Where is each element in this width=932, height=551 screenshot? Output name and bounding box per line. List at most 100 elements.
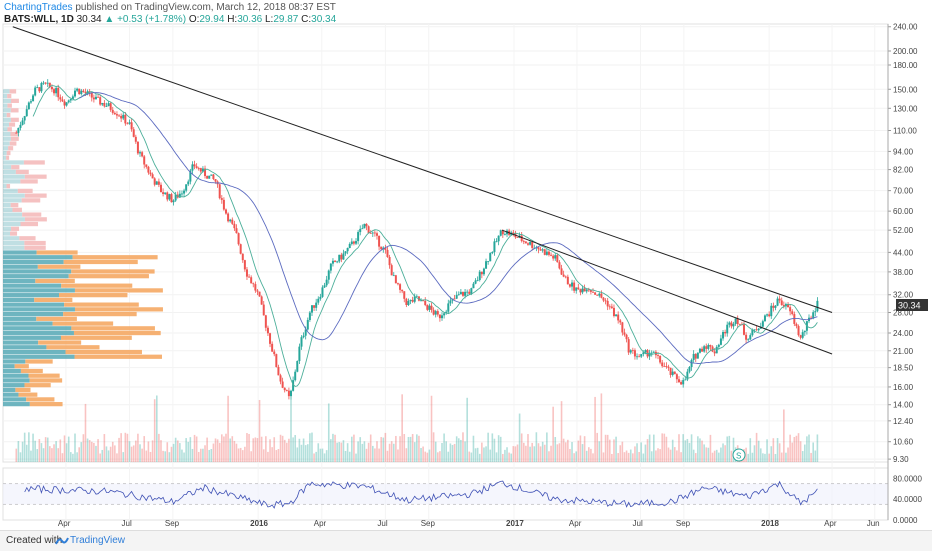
vp-bar-down xyxy=(24,383,51,388)
vp-bar-down xyxy=(6,155,10,160)
volume-bar xyxy=(231,436,234,462)
candle-body xyxy=(25,109,28,117)
vp-bar-up xyxy=(3,188,18,194)
vp-bar-up xyxy=(3,98,11,103)
candle-body xyxy=(344,251,347,254)
vp-bar-up xyxy=(3,108,11,113)
volume-bar xyxy=(162,450,164,462)
volume-bar xyxy=(571,442,573,462)
volume-bar xyxy=(808,434,810,462)
vp-bar-down xyxy=(9,122,16,127)
time-tick-label: Jul xyxy=(633,519,643,528)
candle-body xyxy=(814,311,817,313)
vp-bar-up xyxy=(3,264,38,269)
candle-body xyxy=(214,179,217,182)
volume-bar xyxy=(34,440,36,462)
volume-bar xyxy=(493,438,496,462)
volume-bar xyxy=(772,438,775,462)
volume-bar xyxy=(70,452,72,462)
volume-bar xyxy=(359,437,362,462)
candle-body xyxy=(684,379,687,381)
volume-bar xyxy=(697,436,699,462)
candle-body xyxy=(164,192,167,194)
volume-bar xyxy=(690,434,693,462)
vp-bar-down xyxy=(24,240,46,246)
candle-body xyxy=(600,293,603,298)
price-tick-label: 110.00 xyxy=(893,127,917,136)
candle-body xyxy=(29,101,32,103)
price-tick-label: 52.00 xyxy=(893,226,914,235)
volume-bar xyxy=(707,447,710,462)
vp-bar-down xyxy=(73,330,161,336)
volume-bar xyxy=(506,447,508,462)
candle-body xyxy=(501,230,504,235)
vp-bar-down xyxy=(23,160,45,165)
candle-body xyxy=(63,101,66,106)
candle-body xyxy=(524,241,527,244)
volume-bar xyxy=(806,436,808,462)
candle-body xyxy=(111,109,114,113)
candle-body xyxy=(359,228,362,233)
candle-body xyxy=(547,251,550,255)
candle-body xyxy=(780,300,783,306)
volume-bar xyxy=(23,432,26,462)
events-marker[interactable]: S xyxy=(732,448,746,462)
candle-body xyxy=(65,102,68,106)
ma-long-line xyxy=(78,92,818,364)
vp-bar-up xyxy=(3,122,10,127)
vp-bar-up xyxy=(3,136,11,141)
volume-bar xyxy=(791,442,794,462)
candle-body xyxy=(589,289,592,292)
vp-bar-up xyxy=(3,297,35,303)
candle-body xyxy=(738,324,741,325)
high-value: 30.36 xyxy=(237,14,263,25)
vp-bar-up xyxy=(3,245,25,250)
volume-bar xyxy=(722,443,724,462)
volume-bar xyxy=(65,443,68,462)
candle-body xyxy=(787,304,790,308)
author-link[interactable]: ChartingTrades xyxy=(4,2,73,13)
vp-bar-up xyxy=(3,345,47,350)
volume-bar xyxy=(139,444,141,462)
volume-bar xyxy=(67,436,70,462)
volume-bar xyxy=(531,442,533,462)
volume-bar xyxy=(399,436,401,462)
volume-bar xyxy=(292,437,294,462)
candle-body xyxy=(399,284,402,290)
volume-bar xyxy=(759,448,762,462)
candle-body xyxy=(342,253,345,260)
volume-bar xyxy=(588,447,590,462)
candle-body xyxy=(130,122,133,130)
vp-bar-up xyxy=(3,330,74,336)
candle-body xyxy=(531,242,534,248)
volume-bar xyxy=(420,448,422,462)
volume-bar xyxy=(214,438,217,462)
candle-body xyxy=(300,337,303,347)
footer-bar: Created with TradingView xyxy=(0,530,932,551)
volume-bar xyxy=(432,432,435,462)
candle-body xyxy=(365,223,368,227)
candle-body xyxy=(231,219,234,224)
price-tick-label: 240.00 xyxy=(893,23,918,32)
candle-body xyxy=(742,324,745,335)
candle-body xyxy=(726,324,729,334)
candle-body xyxy=(629,350,632,353)
candle-body xyxy=(357,232,360,242)
candle-body xyxy=(711,346,714,352)
tradingview-brand-link[interactable]: TradingView xyxy=(70,535,126,546)
volume-bar xyxy=(688,442,691,462)
candle-body xyxy=(212,174,215,180)
candle-body xyxy=(334,260,337,262)
candle-body xyxy=(633,350,636,357)
candle-body xyxy=(499,230,502,236)
candle-body xyxy=(677,379,680,383)
price-tick-label: 38.00 xyxy=(893,268,914,277)
candle-body xyxy=(642,352,645,355)
volume-bar xyxy=(63,435,66,462)
candle-body xyxy=(587,289,590,291)
volume-bar xyxy=(590,448,592,462)
candle-body xyxy=(640,354,643,357)
candle-body xyxy=(749,335,752,340)
candle-body xyxy=(489,253,492,262)
candle-body xyxy=(541,249,544,251)
